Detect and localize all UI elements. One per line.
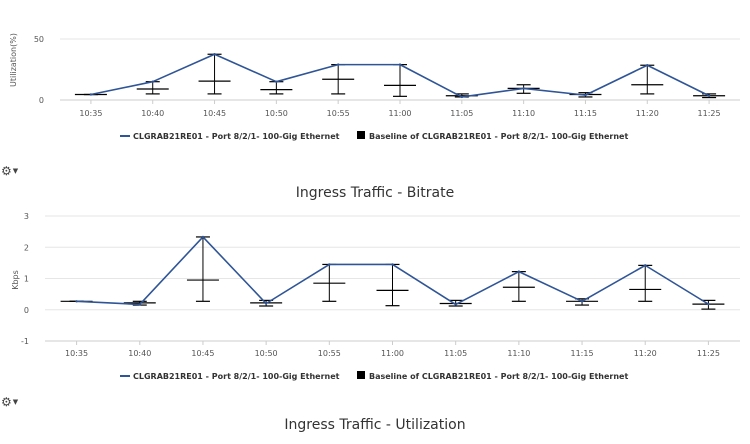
series-point bbox=[580, 300, 584, 303]
y-tick-label: 2 bbox=[24, 243, 29, 252]
gear-icon: ⚙ bbox=[1, 164, 12, 178]
series-point bbox=[646, 64, 649, 67]
legend-baseline-swatch bbox=[357, 371, 365, 379]
series-point bbox=[336, 63, 340, 66]
y-axis-label: Kbps bbox=[11, 270, 20, 290]
baseline-error-bar bbox=[322, 64, 355, 95]
series-point bbox=[517, 270, 521, 273]
series-point bbox=[460, 95, 464, 99]
chevron-down-icon: ▼ bbox=[12, 167, 19, 175]
x-tick-label: 10:50 bbox=[255, 349, 278, 358]
x-tick-label: 11:10 bbox=[512, 109, 535, 118]
y-tick-label: 0 bbox=[24, 306, 29, 315]
baseline-error-bar bbox=[186, 236, 219, 302]
series-point bbox=[644, 264, 647, 267]
x-tick-label: 11:05 bbox=[444, 349, 467, 358]
series-point bbox=[201, 235, 205, 239]
x-tick-label: 11:15 bbox=[574, 109, 597, 118]
x-tick-label: 11:25 bbox=[697, 349, 720, 358]
series-point bbox=[275, 80, 278, 83]
series-point bbox=[75, 300, 78, 303]
baseline-error-bar bbox=[631, 64, 664, 95]
series-point bbox=[391, 263, 394, 266]
y-tick-label: 50 bbox=[34, 35, 44, 44]
series-point bbox=[454, 303, 457, 306]
x-tick-label: 10:35 bbox=[65, 349, 88, 358]
series-point bbox=[398, 63, 402, 66]
chart-menu-button[interactable]: ⚙ ▼ bbox=[1, 163, 23, 179]
baseline-error-bar bbox=[313, 263, 346, 302]
x-tick-label: 11:00 bbox=[388, 109, 411, 118]
chart-title: Ingress Traffic - Utilization bbox=[284, 417, 466, 433]
y-axis-label: Utilization(%) bbox=[9, 33, 18, 87]
baseline-error-bar bbox=[502, 271, 535, 302]
x-tick-label: 11:20 bbox=[636, 109, 659, 118]
series-point bbox=[584, 93, 587, 97]
y-tick-label: 0 bbox=[39, 96, 44, 105]
x-tick-label: 10:40 bbox=[128, 349, 151, 358]
y-tick-label: 3 bbox=[24, 212, 29, 221]
baseline-error-bar bbox=[136, 81, 169, 95]
x-tick-label: 11:25 bbox=[698, 109, 721, 118]
series-point bbox=[522, 87, 525, 90]
legend-baseline-label: Baseline of CLGRAB21RE01 - Port 8/2/1- 1… bbox=[369, 372, 628, 381]
x-tick-label: 10:50 bbox=[265, 109, 288, 118]
series-point bbox=[707, 94, 711, 97]
series-point bbox=[213, 53, 216, 56]
series-point bbox=[138, 303, 141, 306]
series-point bbox=[264, 302, 268, 305]
y-tick-label: -1 bbox=[21, 337, 29, 346]
baseline-error-bar bbox=[260, 81, 293, 95]
chart-title: Ingress Traffic - Bitrate bbox=[295, 185, 455, 201]
x-tick-label: 10:45 bbox=[203, 109, 226, 118]
legend bbox=[120, 371, 365, 379]
baseline-error-bar bbox=[384, 64, 416, 97]
series-point bbox=[707, 302, 710, 306]
legend-baseline-label: Baseline of CLGRAB21RE01 - Port 8/2/1- 1… bbox=[369, 132, 628, 141]
legend-series-label: CLGRAB21RE01 - Port 8/2/1- 100-Gig Ether… bbox=[133, 132, 340, 141]
x-tick-label: 11:00 bbox=[381, 349, 404, 358]
baseline-error-bar bbox=[629, 264, 662, 302]
x-tick-label: 11:05 bbox=[450, 109, 473, 118]
chart-menu-button[interactable]: ⚙ ▼ bbox=[1, 394, 23, 410]
chevron-down-icon: ▼ bbox=[12, 398, 19, 406]
legend-baseline-swatch bbox=[357, 131, 365, 139]
legend-series-label: CLGRAB21RE01 - Port 8/2/1- 100-Gig Ether… bbox=[133, 372, 340, 381]
series-point bbox=[328, 263, 331, 266]
legend bbox=[120, 131, 365, 139]
x-tick-label: 10:40 bbox=[141, 109, 164, 118]
x-tick-label: 10:55 bbox=[327, 109, 350, 118]
x-tick-label: 11:20 bbox=[634, 349, 657, 358]
x-tick-label: 10:55 bbox=[318, 349, 341, 358]
baseline-error-bar bbox=[198, 53, 231, 95]
series-point bbox=[151, 80, 154, 83]
baseline-error-bar bbox=[376, 263, 409, 307]
x-tick-label: 11:10 bbox=[507, 349, 530, 358]
x-tick-label: 10:45 bbox=[191, 349, 214, 358]
series-point bbox=[89, 93, 93, 96]
gear-icon: ⚙ bbox=[1, 395, 12, 409]
x-tick-label: 11:15 bbox=[571, 349, 594, 358]
x-tick-label: 10:35 bbox=[79, 109, 102, 118]
y-tick-label: 1 bbox=[24, 275, 29, 284]
